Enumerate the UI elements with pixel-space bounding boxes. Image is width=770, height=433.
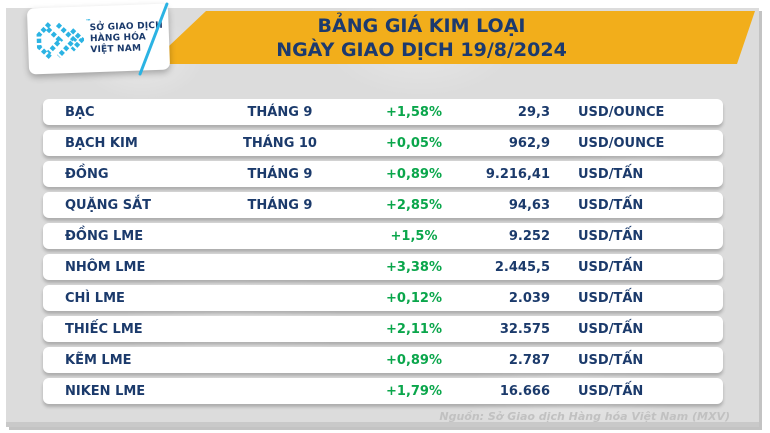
row-commodity-name: THIẾC LME: [65, 321, 143, 337]
source-note: Nguồn: Sở Giao dịch Hàng hóa Việt Nam (M…: [439, 410, 730, 423]
table-row: BẠC THÁNG 9 +1,58% 29,3 USD/OUNCE: [43, 99, 723, 125]
row-percent-change: +2,85%: [386, 197, 442, 213]
row-commodity-name: ĐỒNG: [65, 166, 109, 182]
row-percent-change: +0,89%: [386, 352, 442, 368]
table-row: NIKEN LME +1,79% 16.666 USD/TẤN: [43, 378, 723, 404]
row-unit: USD/TẤN: [578, 290, 644, 306]
row-commodity-name: CHÌ LME: [65, 290, 125, 306]
price-table: BẠC THÁNG 9 +1,58% 29,3 USD/OUNCE BẠCH KIM THÁ…: [43, 99, 723, 409]
row-price: 9.252: [508, 228, 550, 244]
row-contract-month: THÁNG 10: [243, 135, 317, 151]
row-commodity-name: KẼM LME: [65, 352, 132, 368]
mxv-chevron-logo-icon: [36, 22, 85, 60]
trading-date-title: NGÀY GIAO DỊCH 19/8/2024: [276, 38, 567, 61]
row-contract-month: THÁNG 9: [247, 104, 313, 120]
row-percent-change: +1,79%: [386, 383, 442, 399]
page-title: BẢNG GIÁ KIM LOẠI: [317, 14, 526, 37]
row-percent-change: +3,38%: [386, 259, 442, 275]
row-contract-month: THÁNG 9: [247, 197, 313, 213]
row-price: 2.787: [508, 352, 550, 368]
row-price: 962,9: [508, 135, 550, 151]
row-unit: USD/OUNCE: [578, 104, 665, 120]
row-price: 9.216,41: [485, 166, 550, 182]
table-row: QUẶNG SẮT THÁNG 9 +2,85% 94,63 USD/TẤN: [43, 192, 723, 218]
row-percent-change: +1,58%: [386, 104, 442, 120]
row-percent-change: +0,05%: [386, 135, 442, 151]
table-row: ĐỒNG LME +1,5% 9.252 USD/TẤN: [43, 223, 723, 249]
row-unit: USD/TẤN: [578, 228, 644, 244]
row-percent-change: +0,89%: [386, 166, 442, 182]
row-unit: USD/TẤN: [578, 197, 644, 213]
row-unit: USD/TẤN: [578, 259, 644, 275]
row-unit: USD/OUNCE: [578, 135, 665, 151]
row-unit: USD/TẤN: [578, 166, 644, 182]
row-price: 2.445,5: [494, 259, 550, 275]
table-row: CHÌ LME +0,12% 2.039 USD/TẤN: [43, 285, 723, 311]
header-banner: BẢNG GIÁ KIM LOẠI NGÀY GIAO DỊCH 19/8/20…: [150, 11, 755, 64]
row-commodity-name: BẠC: [65, 104, 95, 120]
table-row: NHÔM LME +3,38% 2.445,5 USD/TẤN: [43, 254, 723, 280]
row-percent-change: +2,11%: [386, 321, 442, 337]
row-unit: USD/TẤN: [578, 383, 644, 399]
trademark-symbol: ™: [85, 18, 92, 26]
table-row: BẠCH KIM THÁNG 10 +0,05% 962,9 USD/OUNCE: [43, 130, 723, 156]
table-row: THIẾC LME +2,11% 32.575 USD/TẤN: [43, 316, 723, 342]
row-price: 94,63: [508, 197, 550, 213]
mxv-logo-card: ™ SỞ GIAO DỊCH HÀNG HÓA VIỆT NAM: [26, 3, 171, 75]
row-unit: USD/TẤN: [578, 321, 644, 337]
row-percent-change: +0,12%: [386, 290, 442, 306]
row-commodity-name: NIKEN LME: [65, 383, 146, 399]
row-price: 32.575: [499, 321, 550, 337]
row-price: 2.039: [508, 290, 550, 306]
row-commodity-name: QUẶNG SẮT: [65, 197, 152, 213]
row-price: 16.666: [499, 383, 550, 399]
row-contract-month: THÁNG 9: [247, 166, 313, 182]
row-commodity-name: ĐỒNG LME: [65, 228, 144, 244]
row-price: 29,3: [517, 104, 550, 120]
table-row: ĐỒNG THÁNG 9 +0,89% 9.216,41 USD/TẤN: [43, 161, 723, 187]
row-commodity-name: NHÔM LME: [65, 259, 146, 275]
row-commodity-name: BẠCH KIM: [65, 135, 138, 151]
row-unit: USD/TẤN: [578, 352, 644, 368]
row-percent-change: +1,5%: [390, 228, 438, 244]
table-row: KẼM LME +0,89% 2.787 USD/TẤN: [43, 347, 723, 373]
